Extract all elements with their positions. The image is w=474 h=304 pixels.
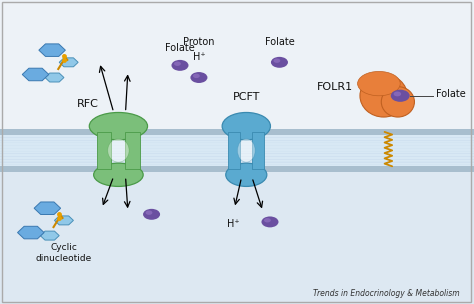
Bar [0,156,474,157]
Polygon shape [22,68,49,81]
Bar [126,132,140,169]
Circle shape [391,90,410,102]
Circle shape [262,216,279,227]
Ellipse shape [237,139,255,162]
Text: Trends in Endocrinology & Metabolism: Trends in Endocrinology & Metabolism [313,289,459,298]
Circle shape [273,58,280,63]
Bar [252,132,264,169]
Bar [0,129,474,172]
Text: Proton: Proton [183,37,215,47]
Ellipse shape [89,112,147,140]
Bar [0,137,474,138]
Polygon shape [59,58,78,67]
Text: H⁺: H⁺ [192,52,205,62]
Bar [0,129,474,135]
Text: PCFT: PCFT [233,92,260,102]
Bar [0,139,474,140]
Bar [0,153,474,154]
Polygon shape [40,231,59,240]
Bar [0,143,474,144]
Circle shape [146,210,153,215]
Bar [0,140,474,141]
Ellipse shape [357,71,400,96]
Bar [0,172,474,304]
Text: Folate: Folate [436,89,465,99]
Polygon shape [34,202,61,215]
Circle shape [191,72,208,83]
Circle shape [172,60,189,71]
Ellipse shape [360,74,407,117]
Text: RFC: RFC [77,99,99,109]
Text: Folate: Folate [264,37,294,47]
Text: Cyclic
dinucleotide: Cyclic dinucleotide [36,243,92,263]
Polygon shape [39,44,65,57]
Polygon shape [45,73,64,82]
Ellipse shape [381,87,414,117]
Circle shape [143,209,160,220]
Bar [97,132,111,169]
Bar [0,145,474,146]
Polygon shape [18,226,44,239]
Circle shape [271,57,288,68]
Ellipse shape [108,139,129,162]
Bar [228,132,240,169]
Bar [0,164,474,165]
Text: H⁺: H⁺ [227,219,239,229]
Bar [0,166,474,172]
Text: FOLR1: FOLR1 [317,82,353,92]
Polygon shape [55,216,73,225]
Bar [0,151,474,152]
Bar [0,0,474,129]
Ellipse shape [222,112,271,140]
Circle shape [393,92,401,96]
Bar [0,142,474,143]
Circle shape [264,218,271,223]
Circle shape [193,74,200,78]
Text: Folate: Folate [165,43,195,53]
Ellipse shape [226,163,267,186]
Circle shape [174,61,181,66]
Ellipse shape [94,163,143,186]
Bar [0,159,474,160]
Bar [0,148,474,149]
